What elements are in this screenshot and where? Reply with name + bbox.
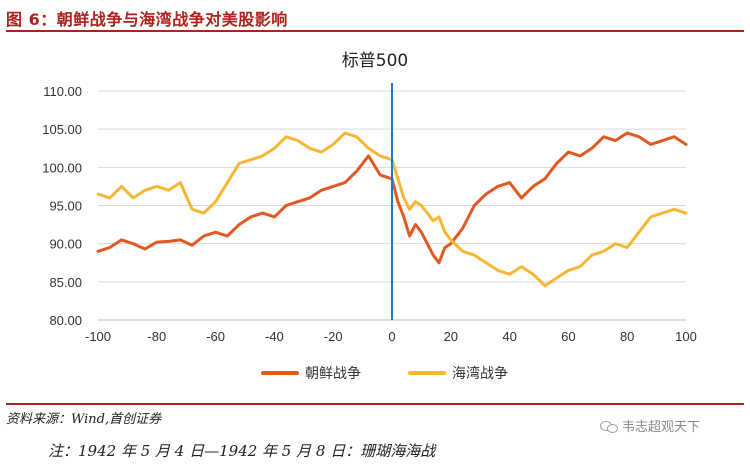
figure-header: 图 6：朝鲜战争与海湾战争对美股影响 [6, 4, 744, 32]
chart-title: 标普500 [342, 51, 408, 71]
series-line [96, 131, 688, 288]
x-tick-label: -100 [85, 329, 111, 344]
y-tick-label: 105.00 [42, 122, 82, 137]
x-tick-label: -40 [265, 329, 284, 344]
x-tick-label: 60 [561, 329, 575, 344]
series-line [96, 131, 688, 265]
x-tick-label: -60 [206, 329, 225, 344]
y-tick-label: 80.00 [49, 313, 82, 328]
y-tick-label: 85.00 [49, 275, 82, 290]
x-tick-label: 20 [444, 329, 458, 344]
y-tick-label: 95.00 [49, 199, 82, 214]
x-tick-label: 100 [675, 329, 697, 344]
y-axis: 80.00 85.00 90.00 95.00 100.00 105.00 110.00 [42, 84, 82, 328]
legend-label: 海湾战争 [452, 365, 508, 382]
x-tick-label: -80 [147, 329, 166, 344]
legend: 朝鲜战争 海湾战争 [261, 365, 508, 382]
x-tick-label: 40 [502, 329, 516, 344]
source-divider [6, 403, 744, 405]
legend-label: 朝鲜战争 [305, 366, 361, 382]
note-text: 注：1942 年 5 月 4 日—1942 年 5 月 8 日：珊瑚海海战 [48, 442, 436, 460]
x-tick-label: -20 [324, 329, 343, 344]
y-tick-label: 90.00 [49, 237, 82, 252]
x-tick-label: 0 [388, 329, 395, 344]
figure-title: 图 6：朝鲜战争与海湾战争对美股影响 [6, 10, 288, 29]
wechat-icon [600, 419, 618, 433]
line-chart: 标普500 80.00 85.00 90.00 95.00 100.00 105.00 11… [42, 51, 697, 382]
x-axis: -100 -80 -60 -40 -20 0 20 40 60 80 100 [85, 319, 697, 344]
series-layer [96, 131, 688, 288]
watermark-text: 韦志超观天下 [622, 420, 701, 435]
watermark: 韦志超观天下 [600, 416, 700, 435]
source-text: 资料来源：Wind,首创证券 [6, 412, 162, 427]
y-tick-label: 100.00 [42, 160, 82, 175]
y-tick-label: 110.00 [43, 84, 82, 99]
x-tick-label: 80 [620, 329, 634, 344]
